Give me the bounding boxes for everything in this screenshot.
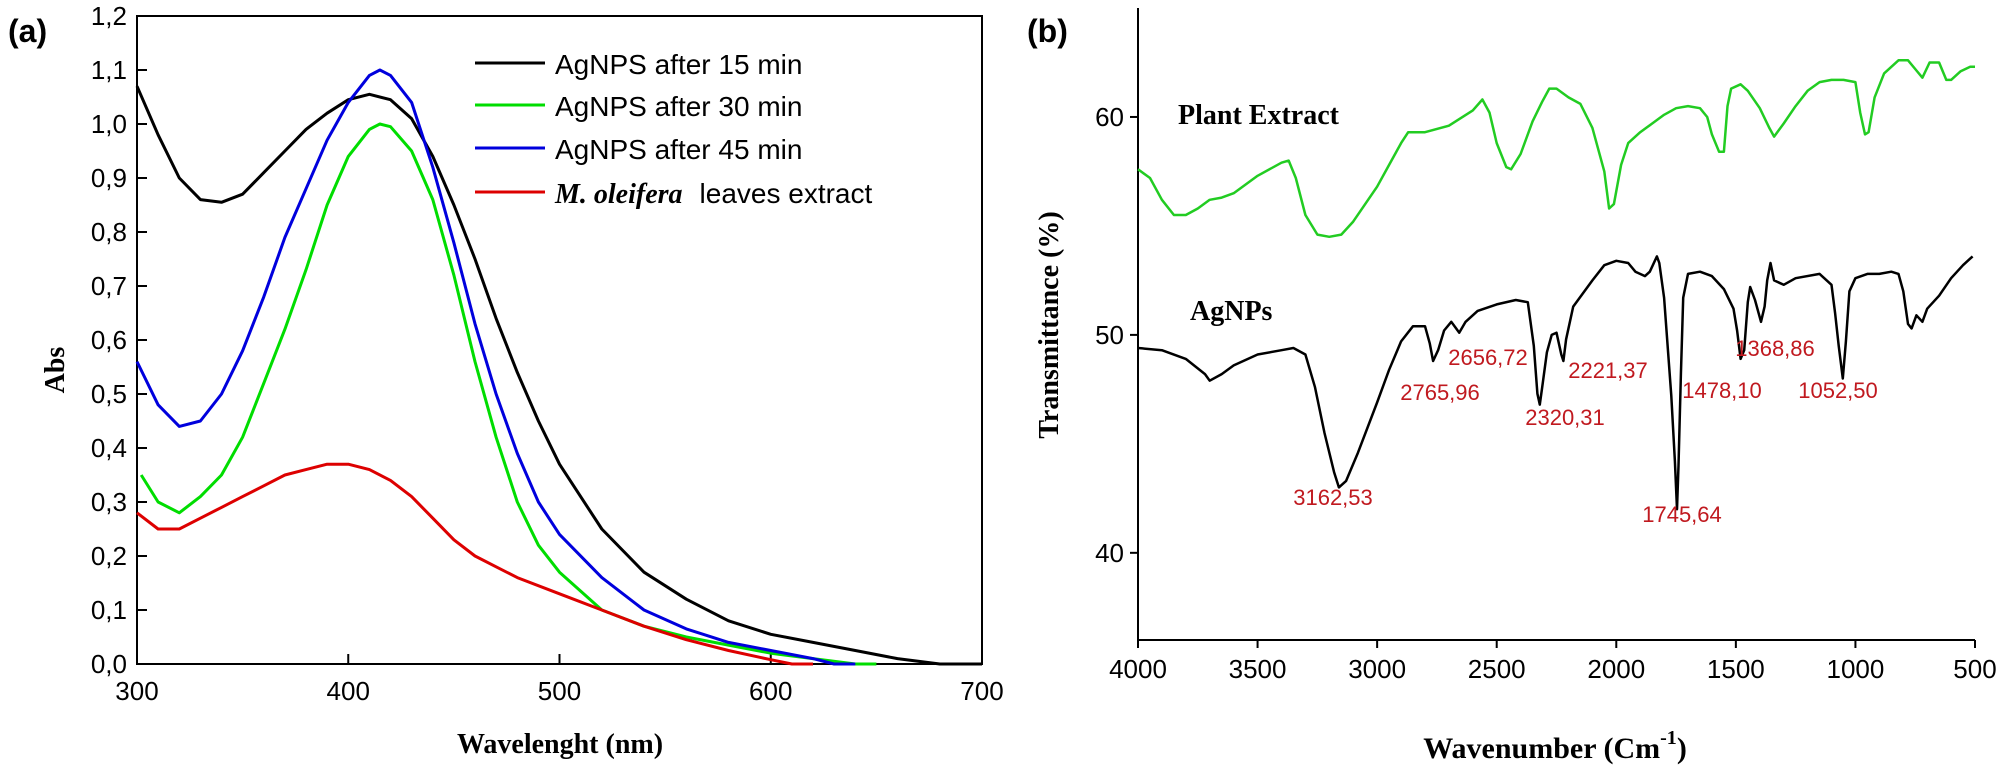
panel-a-x-tick-label: 300 <box>115 676 158 706</box>
panel-a-y-tick-label: 0,9 <box>91 163 127 193</box>
panel-b-x-tick-label: 4000 <box>1109 654 1167 684</box>
panel-b-peak-label: 1052,50 <box>1798 378 1878 403</box>
panel-b-y-tick-label: 60 <box>1095 102 1124 132</box>
panel-a-x-tick-label: 700 <box>960 676 1003 706</box>
panel-b-peak-label: 1745,64 <box>1642 502 1722 527</box>
panel-b-x-tick-label: 3500 <box>1229 654 1287 684</box>
panel-a-x-tick-label: 400 <box>327 676 370 706</box>
panel-a-y-tick-label: 0,3 <box>91 487 127 517</box>
panel-b-x-tick-label: 3000 <box>1348 654 1406 684</box>
panel-b-label: (b) <box>1027 13 1068 49</box>
panel-b-series <box>1137 59 1975 511</box>
panel-a: (a) 300 400 500 600 700 0,0 0,1 0,2 0,3 0,4 0,5 0,6… <box>8 1 1004 760</box>
panel-a-x-tick-label: 500 <box>538 676 581 706</box>
panel-b-peak-label: 2656,72 <box>1448 345 1528 370</box>
panel-b-peak-label: 2320,31 <box>1525 405 1605 430</box>
panel-a-x-axis-title: Wavelenght (nm) <box>457 729 663 760</box>
legend-label-30min: AgNPS after 30 min <box>555 91 802 122</box>
legend-label-45min: AgNPS after 45 min <box>555 134 802 165</box>
panel-a-y-tick-label: 0,5 <box>91 379 127 409</box>
panel-a-y-tick-label: 0,4 <box>91 433 127 463</box>
panel-b-x-tick-label: 500 <box>1953 654 1996 684</box>
panel-a-y-tick-label: 1,1 <box>91 55 127 85</box>
legend-label-extract: M. oleifera leaves extract <box>554 178 872 210</box>
panel-a-series-line-2 <box>139 122 877 666</box>
panel-a-legend: AgNPS after 15 min AgNPS after 30 min Ag… <box>475 49 872 210</box>
panel-b-y-tick-label: 40 <box>1095 538 1124 568</box>
panel-b-series-label-plant-extract: Plant Extract <box>1178 100 1340 131</box>
panel-b-x-axis-title-sup: -1 <box>1660 727 1677 749</box>
panel-a-label: (a) <box>8 13 47 49</box>
panel-b-peak-label: 3162,53 <box>1293 485 1373 510</box>
panel-a-y-tick-label: 1,2 <box>91 1 127 31</box>
panel-a-series-line-4 <box>136 462 813 666</box>
panel-a-y-tick-label: 0,1 <box>91 595 127 625</box>
panel-b-x-tick-label: 2500 <box>1468 654 1526 684</box>
panel-a-ticks: 300 400 500 600 700 0,0 0,1 0,2 0,3 0,4 0,5 0,6 0,7 0… <box>91 1 1004 706</box>
panel-b-peak-annotations: 3162,53 2765,96 2656,72 2320,31 2221,37 1745,… <box>1293 336 1878 527</box>
panel-b-y-tick-label: 50 <box>1095 320 1124 350</box>
legend-label-15min: AgNPS after 15 min <box>555 49 802 80</box>
panel-b-peak-label: 2765,96 <box>1400 380 1480 405</box>
panel-b-series-label-agnps: AgNPs <box>1190 296 1273 327</box>
panel-b-x-axis-title: Wavenumber (Cm-1) <box>1423 727 1687 765</box>
panel-a-y-tick-label: 0,2 <box>91 541 127 571</box>
panel-b-peak-label: 2221,37 <box>1568 358 1648 383</box>
legend-label-extract-rest: leaves extract <box>700 178 873 209</box>
panel-b-peak-label: 1368,86 <box>1735 336 1815 361</box>
panel-b-x-tick-label: 2000 <box>1587 654 1645 684</box>
panel-a-series-line-1 <box>135 85 982 666</box>
panel-a-y-tick-label: 1,0 <box>91 109 127 139</box>
panel-b-x-axis-title-close: ) <box>1677 732 1687 765</box>
panel-a-y-tick-label: 0,0 <box>91 649 127 679</box>
panel-a-series <box>135 68 982 666</box>
panel-b-x-tick-label: 1000 <box>1827 654 1885 684</box>
panel-b-series-line-2 <box>1137 255 1974 511</box>
panel-a-y-tick-label: 0,7 <box>91 271 127 301</box>
panel-b-x-axis-title-main: Wavenumber (Cm <box>1423 732 1660 765</box>
panel-b: (b) 4000 3500 3000 2500 2000 1500 1000 500 40 50 6… <box>1027 8 1997 765</box>
legend-label-extract-species: M. oleifera <box>554 179 683 210</box>
panel-a-y-tick-label: 0,6 <box>91 325 127 355</box>
panel-a-x-tick-label: 600 <box>749 676 792 706</box>
panel-b-peak-label: 1478,10 <box>1682 378 1762 403</box>
panel-a-series-line-3 <box>135 68 856 666</box>
panel-a-y-axis-title: Abs <box>40 347 71 394</box>
panel-b-y-axis-title: Transmittance (%) <box>1034 211 1065 438</box>
panel-b-ticks: 4000 3500 3000 2500 2000 1500 1000 500 40 50 60 <box>1095 102 1997 684</box>
panel-b-series-line-1 <box>1137 59 1975 239</box>
panel-b-x-tick-label: 1500 <box>1707 654 1765 684</box>
panel-a-y-tick-label: 0,8 <box>91 217 127 247</box>
